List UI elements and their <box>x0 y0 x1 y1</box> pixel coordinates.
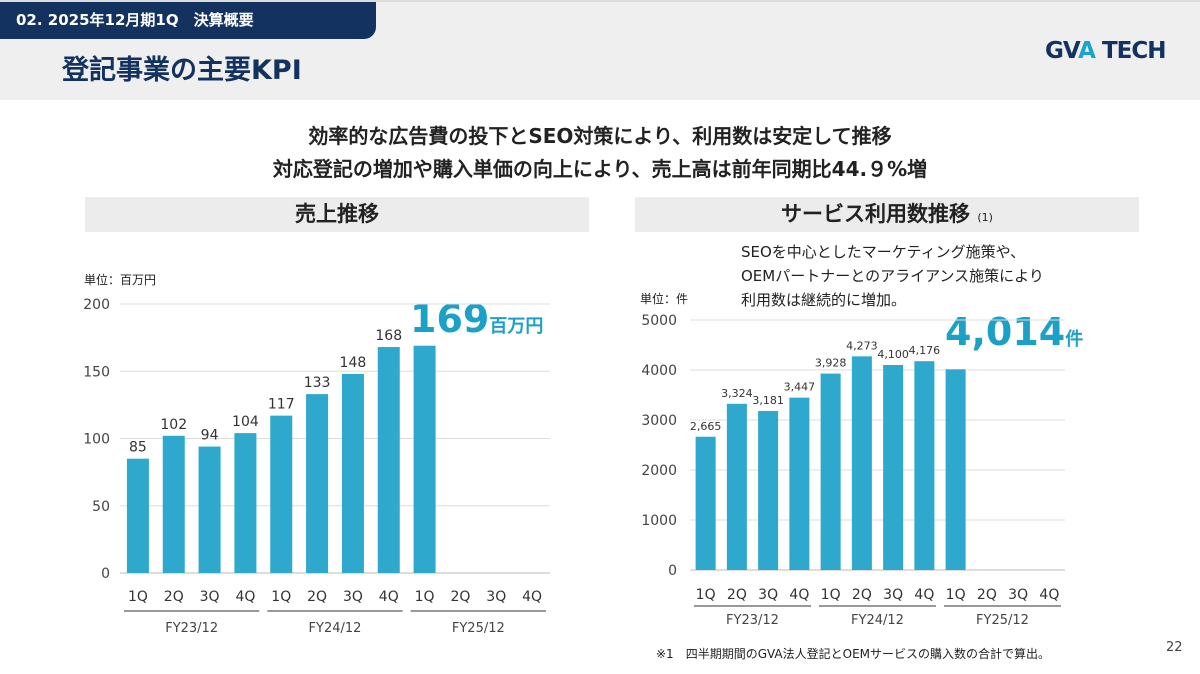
data-label: 104 <box>232 414 259 430</box>
x-tick-label: 3Q <box>758 587 778 603</box>
x-tick-label: 1Q <box>696 587 716 603</box>
data-label: 4,176 <box>909 344 941 357</box>
group-label: FY23/12 <box>165 621 218 636</box>
x-tick-label: 4Q <box>235 589 255 605</box>
x-tick-label: 1Q <box>821 587 841 603</box>
data-label: 3,181 <box>752 394 784 407</box>
data-label: 168 <box>375 328 402 344</box>
bar <box>945 369 966 570</box>
bar <box>234 433 257 573</box>
y-tick-label: 4000 <box>641 363 677 379</box>
footnote: ※1 四半期期間のGVA法人登記とOEMサービスの購入数の合計で算出。 <box>656 647 1051 661</box>
bar <box>789 397 810 570</box>
group-label: FY25/12 <box>976 613 1029 628</box>
data-label: 94 <box>201 428 219 444</box>
y-tick-label: 1000 <box>641 513 677 529</box>
x-tick-label: 4Q <box>522 589 542 605</box>
x-tick-label: 1Q <box>271 589 291 605</box>
bar <box>914 361 935 570</box>
y-tick-label: 0 <box>101 566 110 582</box>
y-tick-label: 5000 <box>641 313 677 329</box>
bar <box>377 347 400 573</box>
x-tick-label: 2Q <box>450 589 470 605</box>
group-label: FY24/12 <box>309 621 362 636</box>
x-tick-label: 2Q <box>977 587 997 603</box>
bar <box>126 458 149 573</box>
bar <box>726 403 747 570</box>
x-tick-label: 3Q <box>883 587 903 603</box>
y-tick-label: 0 <box>668 563 677 579</box>
data-label: 3,324 <box>721 387 753 400</box>
x-tick-label: 2Q <box>852 587 872 603</box>
bar <box>883 365 904 570</box>
bar <box>851 356 872 570</box>
bar <box>198 446 221 573</box>
x-tick-label: 3Q <box>486 589 506 605</box>
x-tick-label: 4Q <box>789 587 809 603</box>
bar <box>306 394 329 573</box>
page-title: 登記事業の主要KPI <box>62 55 302 86</box>
data-label: 117 <box>268 397 295 413</box>
lead-line-2: 対応登記の増加や購入単価の向上により、売上高は前年同期比44.９%増 <box>272 157 928 181</box>
bar <box>758 410 779 570</box>
sales-chart-title: 売上推移 <box>85 197 589 232</box>
x-tick-label: 2Q <box>307 589 327 605</box>
x-tick-label: 2Q <box>164 589 184 605</box>
group-label: FY24/12 <box>851 613 904 628</box>
data-label: 102 <box>160 417 187 433</box>
x-tick-label: 3Q <box>200 589 220 605</box>
bar <box>341 373 364 573</box>
data-label: 4,100 <box>877 348 909 361</box>
bar <box>162 435 185 573</box>
bar <box>695 436 716 570</box>
x-tick-label: 2Q <box>727 587 747 603</box>
x-tick-label: 1Q <box>415 589 435 605</box>
bar <box>820 373 841 570</box>
bar <box>413 345 436 573</box>
x-tick-label: 1Q <box>128 589 148 605</box>
y-tick-label: 2000 <box>641 463 677 479</box>
group-label: FY23/12 <box>726 613 779 628</box>
usage-chart-title: サービス利用数推移 (1) <box>635 197 1139 232</box>
usage-unit-label: 単位：件 <box>640 292 689 306</box>
y-tick-label: 200 <box>83 297 110 313</box>
x-tick-label: 1Q <box>946 587 966 603</box>
data-label: 4,273 <box>846 339 878 352</box>
sales-unit-label: 単位：百万円 <box>84 273 157 287</box>
x-tick-label: 4Q <box>379 589 399 605</box>
y-tick-label: 3000 <box>641 413 677 429</box>
x-tick-label: 3Q <box>1008 587 1028 603</box>
section-tab: 02. 2025年12月期1Q 決算概要 <box>0 2 376 39</box>
data-label: 2,665 <box>690 420 722 433</box>
lead-line-1: 効率的な広告費の投下とSEO対策により、利用数は安定して推移 <box>308 124 892 148</box>
data-label: 3,928 <box>815 357 847 370</box>
usage-annotation: SEOを中心としたマーケティング施策や、 OEMパートナーとのアライアンス施策によ… <box>741 243 1044 309</box>
usage-highlight: 4,014件 <box>945 310 1084 354</box>
page-number: 22 <box>1166 640 1183 655</box>
bar <box>270 415 293 573</box>
group-label: FY25/12 <box>452 621 505 636</box>
x-tick-label: 4Q <box>1039 587 1059 603</box>
data-label: 85 <box>129 440 147 456</box>
data-label: 133 <box>304 375 331 391</box>
y-tick-label: 100 <box>83 432 110 448</box>
x-tick-label: 3Q <box>343 589 363 605</box>
y-tick-label: 150 <box>83 364 110 380</box>
data-label: 148 <box>340 355 367 371</box>
data-label: 3,447 <box>784 381 816 394</box>
company-logo: GVA TECH <box>1045 38 1166 64</box>
y-tick-label: 50 <box>92 499 110 515</box>
x-tick-label: 4Q <box>914 587 934 603</box>
